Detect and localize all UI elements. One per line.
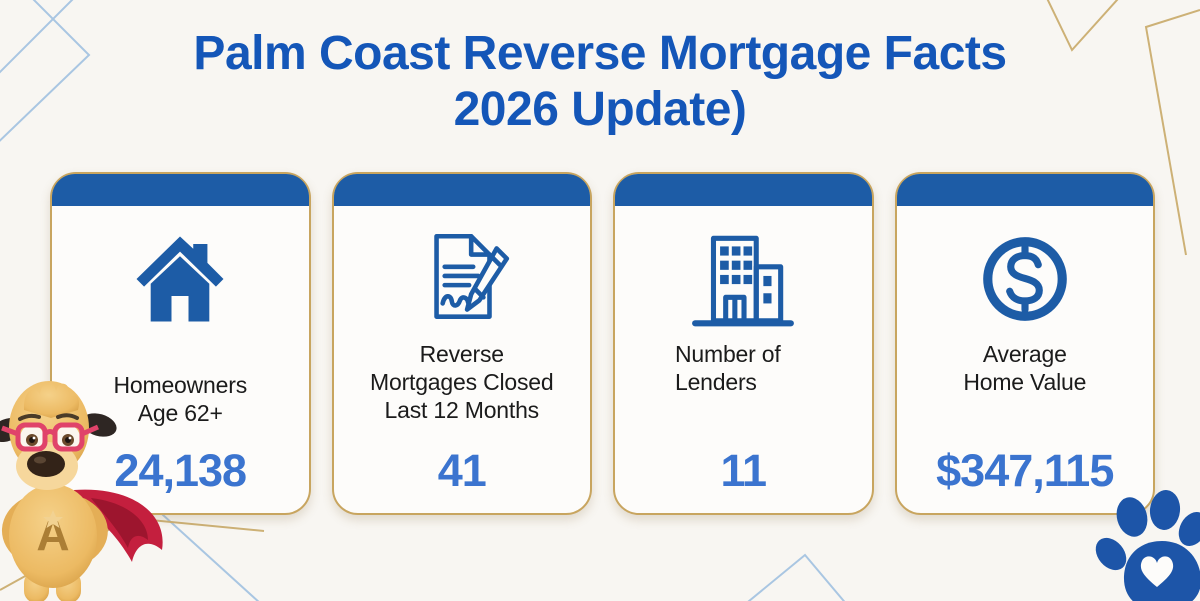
dollar-circle-icon [897,226,1154,332]
card-label: Average Home Value [905,340,1146,396]
building-icon [615,226,872,332]
card-homeowners-age-62: Homeowners Age 62+ 24,138 [50,172,311,515]
page-title: Palm Coast Reverse Mortgage Facts 2026 Up… [0,26,1200,137]
card-header-bar [896,174,1153,206]
card-label: Homeowners Age 62+ [60,371,301,427]
dog-eyebrow [18,413,41,421]
title-line-2: 2026 Update) [453,82,747,136]
house-icon [52,226,309,332]
card-label-line: Homeowners [113,372,248,398]
hair-tuft [23,382,80,418]
card-number-of-lenders: Number of Lenders 11 [613,172,874,515]
stat-cards-row: Homeowners Age 62+ 24,138 Reverse Mortga [50,172,1155,515]
card-label-line: Lenders [675,369,757,395]
card-label-line: Average [982,341,1067,367]
dog-eyebrow [56,413,79,420]
document-pen-icon [334,226,591,332]
paw-print-icon [1095,490,1200,601]
nose-highlight [34,456,46,464]
card-label-line: Reverse [419,341,504,367]
dog-mascot: A [0,381,163,601]
chest-star [43,510,63,528]
card-value: 11 [720,445,767,496]
cape-shadow [91,498,148,548]
deco-line [747,553,846,601]
dog-body [9,484,97,588]
card-value: $347,115 [936,445,1114,496]
deco-line [1046,0,1119,52]
card-label-line: Number of [675,341,781,367]
card-header-bar [615,174,872,206]
title-line-1: Palm Coast Reverse Mortgage Facts [193,27,1007,80]
eye-highlight [32,436,36,440]
eye-highlight [68,436,72,440]
dog-nose [27,451,65,477]
deco-line [0,0,74,74]
card-reverse-mortgages-closed: Reverse Mortgages Closed Last 12 Months 41 [331,172,592,515]
card-label-line: Age 62+ [137,400,223,426]
card-label: Reverse Mortgages Closed Last 12 Months [342,340,583,424]
card-label-line: Mortgages Closed [370,369,554,395]
card-label-line: Last 12 Months [384,397,540,423]
card-value: 24,138 [114,445,247,496]
heart-icon [1140,556,1174,587]
glasses-icon [1,422,100,452]
card-value: 41 [437,445,487,496]
card-label-line: Home Value [963,369,1087,395]
card-label: Number of Lenders [675,340,864,396]
deco-line [1144,9,1200,256]
card-header-bar [52,174,309,206]
card-average-home-value: Average Home Value $347,115 [894,172,1155,515]
deco-line [0,0,91,142]
card-header-bar [333,174,590,206]
